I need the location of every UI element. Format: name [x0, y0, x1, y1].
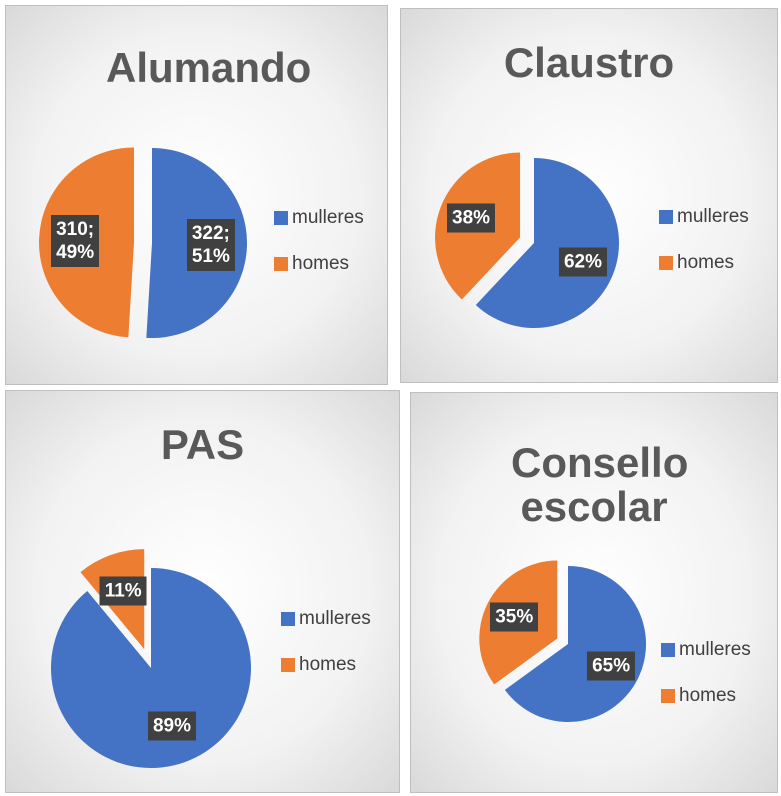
- chart-panel: mulleres homes PAS 89% 11%: [5, 390, 400, 793]
- data-label: 38%: [447, 203, 496, 233]
- legend-label: mulleres: [679, 639, 751, 660]
- chart-panel: mulleres homes Alumando 322; 51% 310; 49%: [5, 5, 388, 385]
- legend-label: homes: [677, 252, 734, 273]
- chart-title: Consello escolar: [511, 439, 689, 530]
- legend-swatch: [659, 256, 673, 270]
- legend-label: mulleres: [299, 608, 371, 629]
- legend-label: homes: [679, 685, 736, 706]
- legend-swatch: [281, 612, 295, 626]
- chart-panel: mulleres homes Claustro 62% 38%: [400, 8, 778, 383]
- data-label: 65%: [587, 651, 636, 681]
- legend-swatch: [661, 689, 675, 703]
- legend-label: mulleres: [292, 207, 364, 228]
- chart-panel: mulleres homes Consello escolar 65% 35%: [410, 392, 778, 793]
- pie-slice: [50, 568, 251, 768]
- data-label: 89%: [147, 711, 197, 741]
- legend-swatch: [659, 210, 673, 224]
- chart: mulleres homes: [435, 152, 749, 328]
- pie-slice: [475, 158, 619, 328]
- legend-label: mulleres: [677, 206, 749, 227]
- data-label: 310; 49%: [51, 214, 100, 267]
- chart-title: Claustro: [503, 39, 675, 86]
- data-label: 322; 51%: [186, 218, 235, 271]
- legend-swatch: [274, 257, 288, 271]
- legend-swatch: [281, 658, 295, 672]
- legend-swatch: [661, 643, 675, 657]
- data-label: 62%: [558, 247, 607, 277]
- chart-title: Alumando: [106, 44, 312, 91]
- data-label: 35%: [490, 602, 539, 632]
- chart: mulleres homes: [50, 549, 371, 768]
- legend-swatch: [274, 211, 288, 225]
- legend-label: homes: [292, 253, 349, 274]
- legend-label: homes: [299, 654, 356, 675]
- data-label: 11%: [99, 576, 147, 606]
- chart-title: PAS: [160, 421, 245, 468]
- pie-slice: [504, 566, 646, 722]
